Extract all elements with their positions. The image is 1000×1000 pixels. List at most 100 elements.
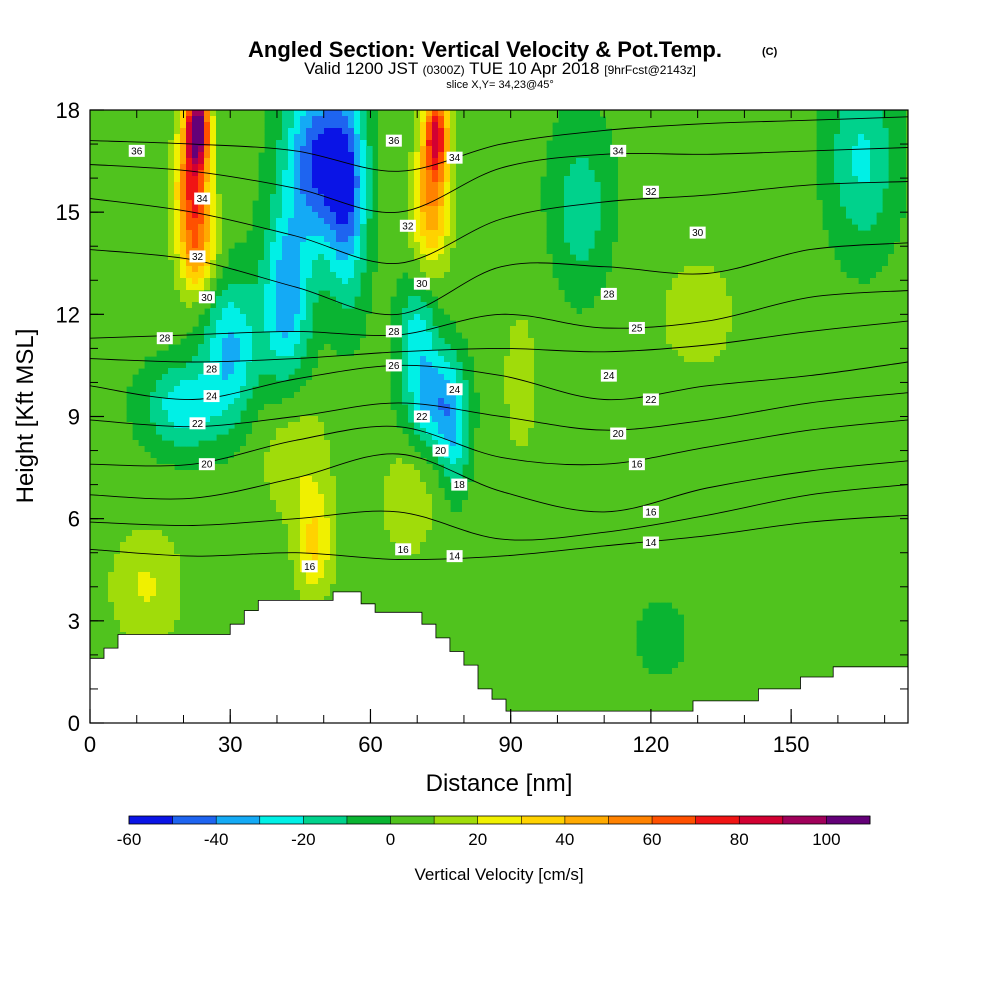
velocity-cell (252, 542, 259, 549)
velocity-cell (126, 440, 133, 447)
velocity-cell (360, 116, 367, 123)
velocity-cell (384, 404, 391, 411)
velocity-cell (204, 254, 211, 261)
velocity-cell (300, 506, 307, 513)
velocity-cell (138, 560, 145, 567)
velocity-cell (318, 128, 325, 135)
velocity-cell (252, 296, 259, 303)
velocity-cell (372, 428, 379, 435)
velocity-cell (318, 398, 325, 405)
velocity-cell (312, 446, 319, 453)
velocity-cell (348, 506, 355, 513)
velocity-cell (330, 464, 337, 471)
velocity-cell (96, 350, 103, 357)
velocity-cell (288, 578, 295, 585)
velocity-cell (144, 572, 151, 579)
velocity-cell (270, 488, 277, 495)
velocity-cell (348, 164, 355, 171)
velocity-cell (150, 134, 157, 141)
velocity-cell (108, 272, 115, 279)
velocity-cell (312, 530, 319, 537)
velocity-cell (138, 608, 145, 615)
velocity-cell (222, 236, 229, 243)
velocity-cell (222, 140, 229, 147)
velocity-cell (126, 284, 133, 291)
velocity-cell (360, 380, 367, 387)
velocity-cell (378, 464, 385, 471)
velocity-cell (318, 140, 325, 147)
velocity-cell (300, 170, 307, 177)
velocity-cell (222, 512, 229, 519)
velocity-cell (294, 530, 301, 537)
velocity-cell (276, 170, 283, 177)
velocity-cell (234, 230, 241, 237)
velocity-cell (180, 428, 187, 435)
velocity-cell (360, 356, 367, 363)
velocity-cell (270, 206, 277, 213)
velocity-cell (228, 518, 235, 525)
velocity-cell (132, 194, 139, 201)
velocity-cell (312, 494, 319, 501)
velocity-cell (318, 572, 325, 579)
velocity-cell (240, 362, 247, 369)
velocity-cell (390, 482, 397, 489)
velocity-cell (240, 578, 247, 585)
velocity-cell (288, 590, 295, 597)
velocity-cell (102, 242, 109, 249)
velocity-cell (276, 362, 283, 369)
velocity-cell (120, 140, 127, 147)
velocity-cell (288, 140, 295, 147)
velocity-cell (312, 590, 319, 597)
velocity-cell (384, 188, 391, 195)
velocity-cell (222, 410, 229, 417)
velocity-cell (144, 176, 151, 183)
velocity-cell (174, 326, 181, 333)
velocity-cell (396, 494, 403, 501)
velocity-cell (114, 326, 121, 333)
velocity-cell (162, 152, 169, 159)
velocity-cell (216, 338, 223, 345)
velocity-cell (132, 368, 139, 375)
velocity-cell (150, 314, 157, 321)
velocity-cell (210, 230, 217, 237)
velocity-cell (282, 296, 289, 303)
velocity-cell (126, 428, 133, 435)
velocity-cell (150, 308, 157, 315)
velocity-cell (162, 254, 169, 261)
velocity-cell (354, 368, 361, 375)
velocity-cell (300, 164, 307, 171)
velocity-cell (306, 260, 313, 267)
velocity-cell (330, 536, 337, 543)
velocity-cell (168, 500, 175, 507)
velocity-cell (342, 506, 349, 513)
velocity-cell (234, 524, 241, 531)
velocity-cell (144, 152, 151, 159)
velocity-cell (318, 416, 325, 423)
velocity-cell (324, 458, 331, 465)
velocity-cell (294, 404, 301, 411)
velocity-cell (186, 428, 193, 435)
velocity-cell (390, 488, 397, 495)
velocity-cell (234, 296, 241, 303)
velocity-cell (228, 116, 235, 123)
velocity-cell (276, 422, 283, 429)
velocity-cell (306, 152, 313, 159)
velocity-cell (348, 362, 355, 369)
velocity-cell (276, 320, 283, 327)
velocity-cell (108, 176, 115, 183)
velocity-cell (378, 320, 385, 327)
velocity-cell (222, 536, 229, 543)
velocity-cell (204, 326, 211, 333)
velocity-cell (402, 320, 409, 327)
velocity-cell (288, 470, 295, 477)
velocity-cell (258, 554, 265, 561)
velocity-cell (342, 386, 349, 393)
velocity-cell (216, 308, 223, 315)
velocity-cell (120, 362, 127, 369)
velocity-cell (198, 536, 205, 543)
velocity-cell (174, 374, 181, 381)
velocity-cell (240, 230, 247, 237)
velocity-cell (366, 422, 373, 429)
velocity-cell (138, 566, 145, 573)
velocity-cell (270, 350, 277, 357)
